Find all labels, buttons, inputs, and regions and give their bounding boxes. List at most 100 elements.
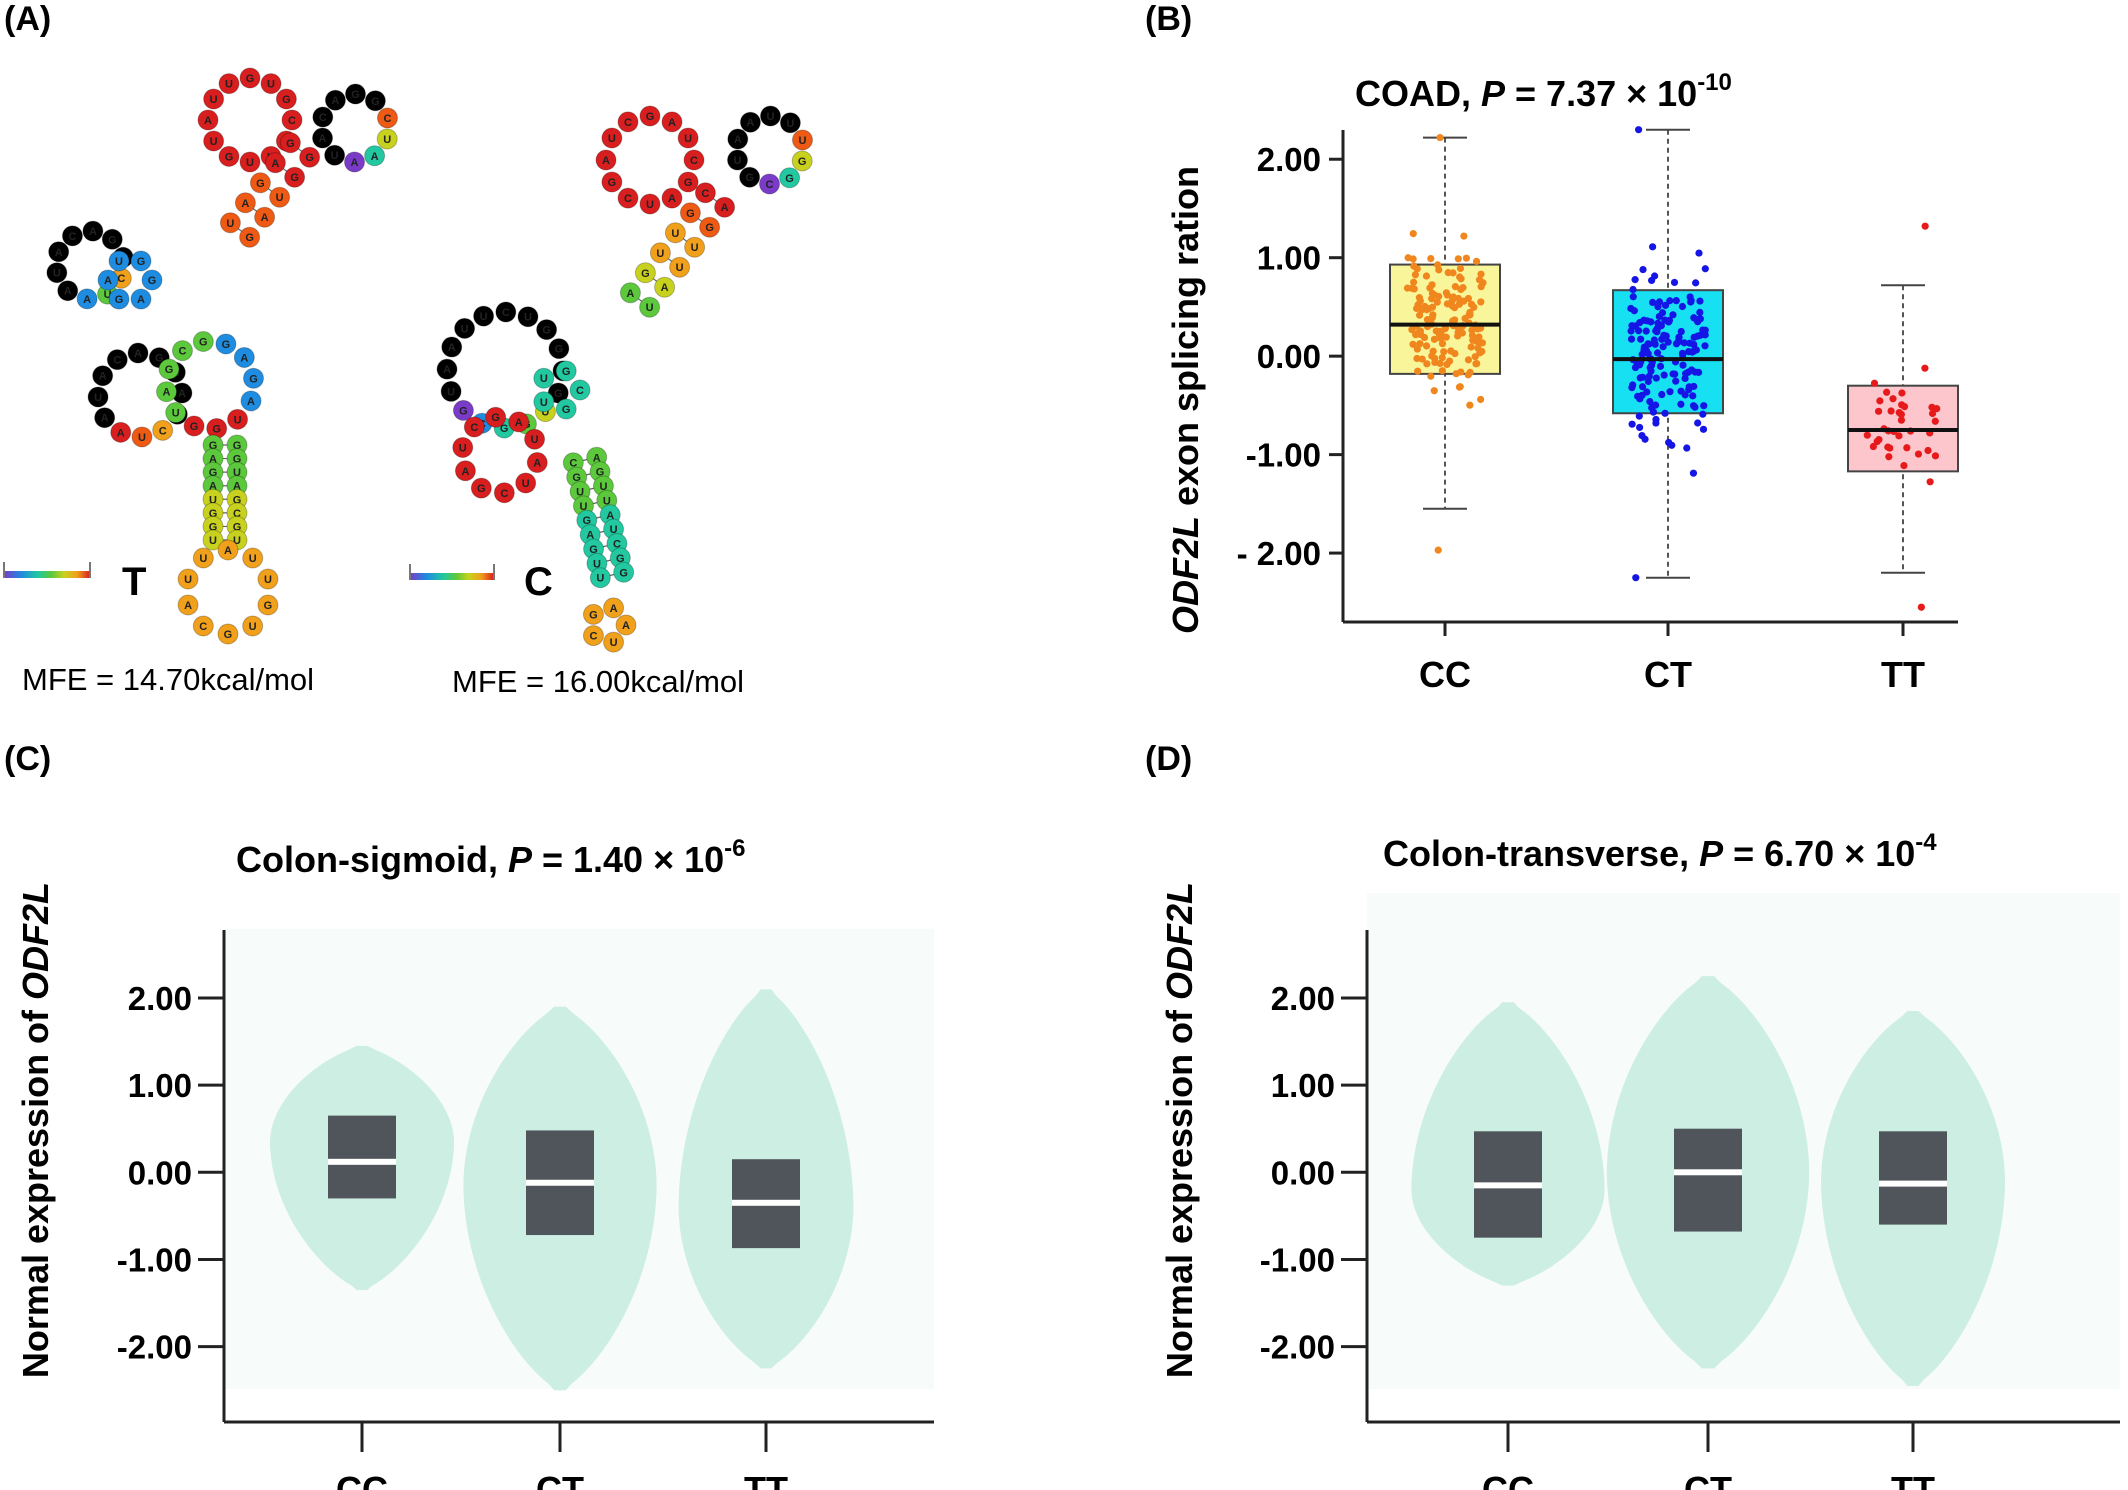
nucleotide-letter: A bbox=[184, 600, 192, 612]
x-tick-label: CC bbox=[1482, 1469, 1534, 1490]
nucleotide-letter: G bbox=[245, 232, 254, 244]
nucleotide bbox=[603, 597, 625, 619]
data-point-CC bbox=[1477, 270, 1485, 278]
color-scale-bar-right bbox=[409, 564, 495, 580]
nucleotide bbox=[217, 539, 239, 561]
nucleotide bbox=[739, 111, 761, 133]
data-point-CT bbox=[1652, 374, 1660, 382]
nucleotide bbox=[791, 129, 813, 151]
nucleotide-letter: G bbox=[225, 151, 234, 163]
data-point-CC bbox=[1451, 283, 1459, 291]
nucleotide-letter: G bbox=[686, 208, 695, 220]
nucleotide bbox=[454, 317, 476, 339]
nucleotide bbox=[441, 336, 463, 358]
nucleotide bbox=[233, 346, 255, 368]
data-point-CC bbox=[1432, 327, 1440, 335]
nucleotide-letter: G bbox=[745, 172, 754, 184]
data-point-TT bbox=[1933, 405, 1941, 413]
data-point-CT bbox=[1639, 265, 1647, 274]
nucleotide-letter: C bbox=[500, 488, 508, 500]
nucleotide bbox=[699, 216, 721, 238]
data-point-CC bbox=[1457, 285, 1465, 294]
data-point-CC bbox=[1477, 395, 1485, 404]
nucleotide bbox=[183, 415, 205, 437]
nucleotide-letter: U bbox=[115, 256, 123, 268]
data-point-CT bbox=[1655, 298, 1664, 306]
nucleotide bbox=[264, 152, 286, 174]
nucleotide-letter: G bbox=[190, 421, 199, 433]
nucleotide-letter: U bbox=[210, 94, 218, 106]
data-point-CT bbox=[1679, 361, 1687, 369]
nucleotide bbox=[275, 88, 297, 110]
nucleotide bbox=[613, 561, 635, 583]
nucleotide bbox=[130, 250, 152, 272]
median-TT bbox=[732, 1199, 800, 1206]
nucleotide bbox=[615, 614, 637, 636]
nucleotide-letter: U bbox=[684, 133, 692, 145]
data-point-CC bbox=[1473, 325, 1482, 333]
data-point-CT bbox=[1636, 319, 1644, 327]
nucleotide-letter: A bbox=[104, 275, 112, 287]
nucleotide-letter: A bbox=[163, 387, 171, 399]
nucleotide-letter: A bbox=[178, 388, 186, 400]
data-point-CC bbox=[1470, 303, 1478, 311]
nucleotide-letter: A bbox=[448, 342, 456, 354]
data-point-CT bbox=[1646, 398, 1654, 406]
nucleotide bbox=[203, 130, 225, 152]
nucleotide-letter: G bbox=[209, 508, 218, 520]
data-point-CC bbox=[1428, 281, 1436, 289]
x-tick-label: TT bbox=[744, 1469, 788, 1490]
nucleotide-letter: C bbox=[701, 188, 709, 200]
nucleotide-letter: A bbox=[55, 247, 63, 259]
data-point-CC bbox=[1425, 305, 1433, 313]
nucleotide-letter: U bbox=[593, 558, 601, 570]
nucleotide bbox=[239, 151, 261, 173]
data-point-CT bbox=[1701, 265, 1709, 273]
nucleotide-letter: C bbox=[624, 193, 632, 205]
nucleotide-letter: U bbox=[656, 248, 664, 260]
y-axis-label-b: ODF2L exon splicing ration bbox=[1165, 166, 1206, 634]
nucleotide-letter: C bbox=[288, 115, 296, 127]
x-tick-label: CC bbox=[336, 1469, 388, 1490]
data-point-CC bbox=[1477, 283, 1485, 291]
data-point-CC bbox=[1466, 401, 1474, 409]
nucleotide bbox=[495, 301, 517, 323]
data-point-CT bbox=[1636, 423, 1644, 432]
data-point-CC bbox=[1409, 255, 1417, 263]
data-point-CC bbox=[1476, 349, 1484, 357]
nucleotide bbox=[242, 615, 264, 637]
panel-label-b: (B) bbox=[1145, 0, 1192, 38]
nucleotide-letter: G bbox=[246, 73, 255, 85]
nucleotide-letter: U bbox=[331, 150, 339, 162]
chart-title-d: Colon-transverse, P = 6.70 × 10-4 bbox=[1383, 829, 1937, 874]
data-point-CT bbox=[1700, 402, 1708, 410]
data-point-TT bbox=[1889, 395, 1897, 403]
data-point-CC bbox=[1420, 333, 1429, 342]
nucleotide-letter: G bbox=[209, 440, 218, 452]
data-point-CC bbox=[1413, 354, 1421, 363]
nucleotide-letter: C bbox=[766, 179, 774, 191]
nucleotide bbox=[791, 150, 813, 172]
data-point-TT bbox=[1876, 397, 1884, 405]
nucleotide bbox=[312, 106, 334, 128]
data-point-TT bbox=[1885, 453, 1893, 461]
nucleotide bbox=[436, 358, 458, 380]
data-point-CT bbox=[1648, 404, 1656, 412]
nucleotide bbox=[215, 333, 237, 355]
nucleotide-letter: C bbox=[569, 458, 577, 470]
nucleotide-letter: A bbox=[271, 158, 279, 170]
data-point-CT bbox=[1690, 340, 1698, 349]
y-tick-label: -2.00 bbox=[117, 1329, 192, 1366]
data-point-CC bbox=[1448, 296, 1456, 305]
nucleotide bbox=[106, 349, 128, 371]
nucleotide-letter: G bbox=[305, 152, 314, 164]
nucleotide bbox=[452, 436, 474, 458]
nucleotide-letter: U bbox=[249, 621, 257, 633]
data-point-CT bbox=[1701, 342, 1709, 350]
nucleotide bbox=[639, 193, 661, 215]
nucleotide-letter: U bbox=[599, 481, 607, 493]
nucleotide-letter: G bbox=[115, 294, 124, 306]
nucleotide-letter: G bbox=[562, 404, 571, 416]
data-point-CT bbox=[1642, 327, 1650, 335]
nucleotide bbox=[249, 172, 271, 194]
